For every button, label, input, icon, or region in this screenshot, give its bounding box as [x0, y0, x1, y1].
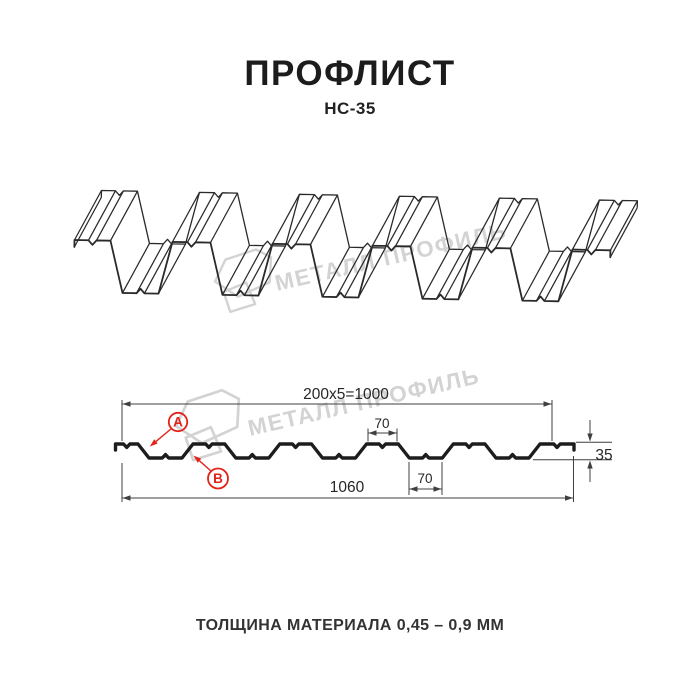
watermark-bottom: МЕТАЛЛ ПРОФИЛЬ [174, 363, 482, 462]
dimension-lines [121, 400, 612, 502]
side-b-label: B [213, 471, 223, 486]
sheet-surface [74, 190, 638, 302]
product-model: НС-35 [324, 99, 376, 118]
dim-trough-width-label: 70 [417, 471, 432, 486]
dim-crest-width-label: 70 [374, 416, 389, 431]
side-callouts [149, 411, 229, 490]
dim-working-width-label: 200x5=1000 [303, 386, 389, 403]
section-profile-line [113, 442, 576, 460]
metal-profil-logo-icon [213, 248, 273, 314]
page-title: ПРОФЛИСТ [244, 54, 456, 93]
sheet-edges [73, 189, 639, 303]
dim-height-label: 35 [595, 447, 612, 464]
dim-overall-width-label: 1060 [330, 479, 365, 496]
side-a-label: A [173, 415, 183, 430]
thickness-note: ТОЛЩИНА МАТЕРИАЛА 0,45 – 0,9 ММ [195, 617, 505, 634]
